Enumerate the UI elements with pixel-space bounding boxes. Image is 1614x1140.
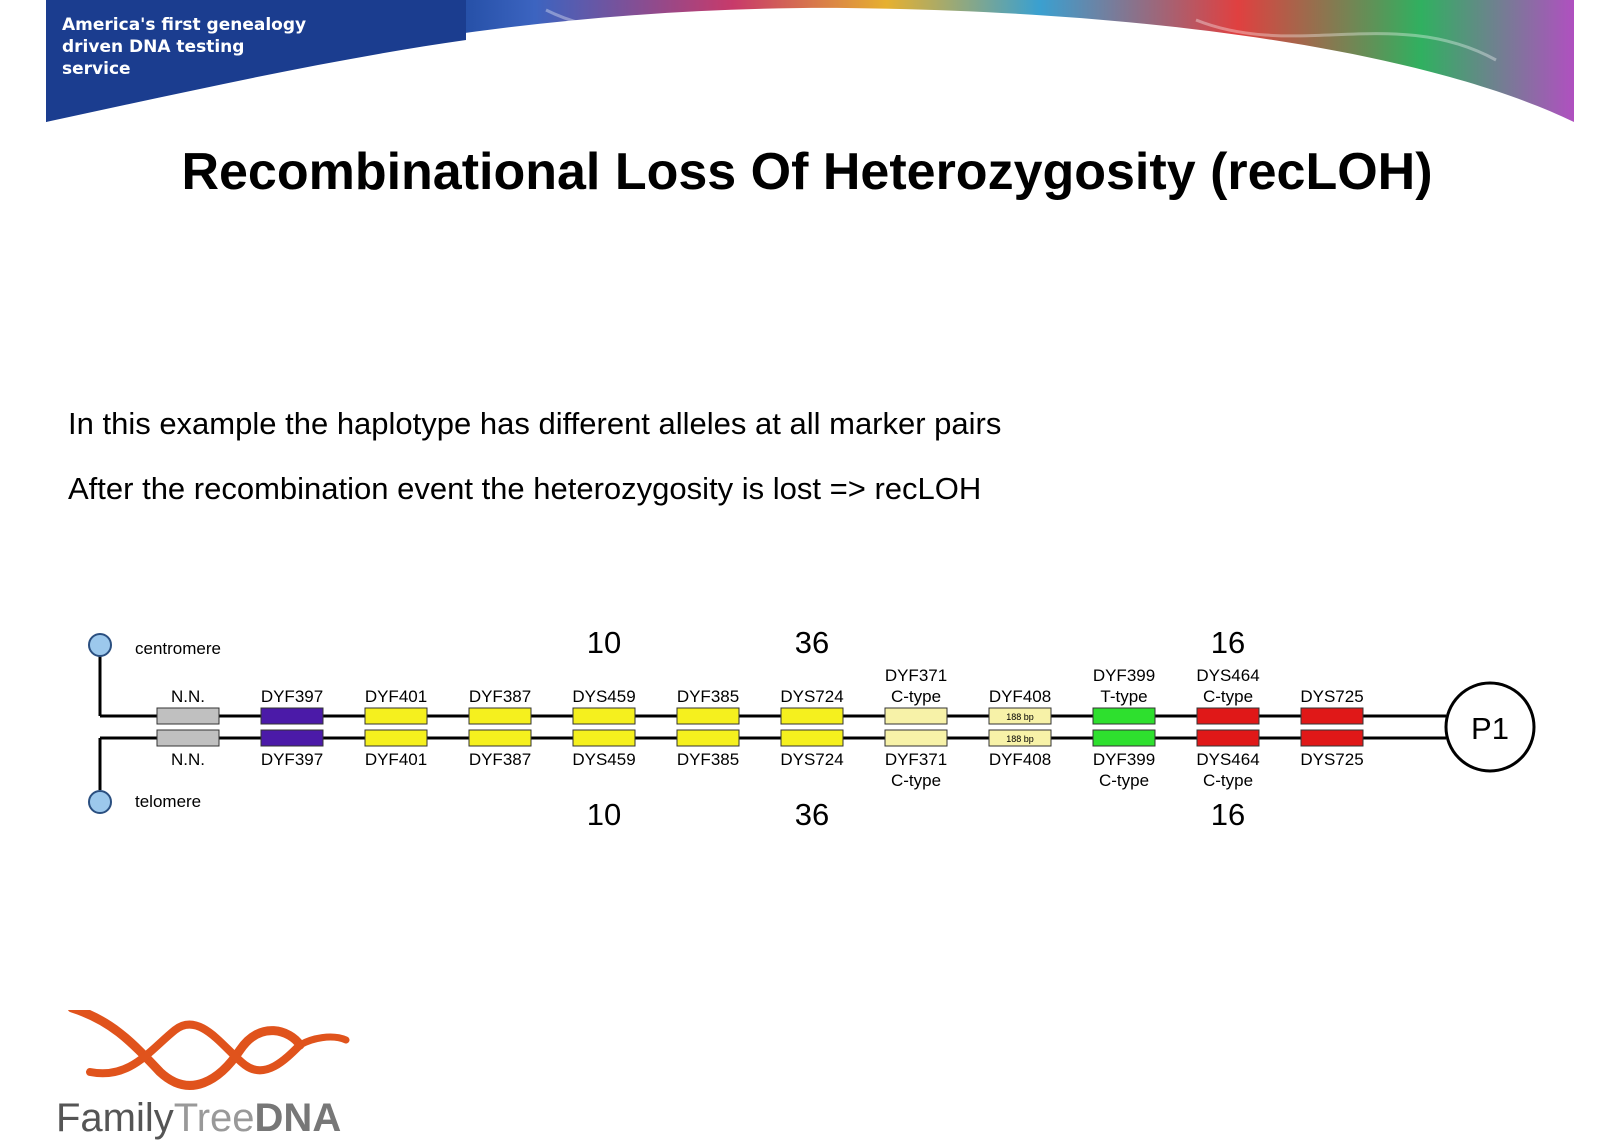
- repeat-value-top: 36: [795, 625, 829, 660]
- marker-label-bottom: DYF397: [261, 750, 323, 769]
- tagline-line: America's first genealogy: [62, 15, 307, 35]
- marker-box-bottom: [676, 729, 740, 747]
- marker-label-bottom: DYF387: [469, 750, 531, 769]
- body-text-line: In this example the haplotype has differ…: [68, 406, 1002, 441]
- marker-box-bottom: [260, 729, 324, 747]
- marker-label-top: T-type: [1100, 687, 1147, 706]
- marker-box-bottom: [572, 729, 636, 747]
- marker-label-top: C-type: [891, 687, 941, 706]
- marker-box-top: [260, 707, 324, 725]
- slide-title: Recombinational Loss Of Heterozygosity (…: [181, 143, 1433, 201]
- marker-box-top: [780, 707, 844, 725]
- marker-label-top: DYF385: [677, 687, 739, 706]
- marker-box-bottom: [1300, 729, 1364, 747]
- marker-label-bottom: DYF401: [365, 750, 427, 769]
- marker-box-top: [884, 707, 948, 725]
- centromere-label: centromere: [135, 639, 221, 658]
- marker-box-top: [1196, 707, 1260, 725]
- marker-label-top: DYS464: [1196, 666, 1259, 685]
- marker-box-bottom: [884, 729, 948, 747]
- marker-label-bottom: DYS459: [572, 750, 635, 769]
- telomere-label: telomere: [135, 792, 201, 811]
- repeat-value-bottom: 36: [795, 797, 829, 832]
- marker-label-top: DYF371: [885, 666, 947, 685]
- marker-box-bottom: [1196, 729, 1260, 747]
- marker-label-top: DYF397: [261, 687, 323, 706]
- logo-family: Family: [56, 1096, 174, 1140]
- repeat-value-bottom: 10: [587, 797, 621, 832]
- marker-label-bottom: DYS464: [1196, 750, 1259, 769]
- marker-label-top: C-type: [1203, 687, 1253, 706]
- marker-box-bottom: [780, 729, 844, 747]
- marker-box-top: [364, 707, 428, 725]
- marker-label-bottom: DYS724: [780, 750, 843, 769]
- marker-box-bottom: [988, 729, 1052, 747]
- marker-label-top: DYF387: [469, 687, 531, 706]
- marker-box-bottom: [156, 729, 220, 747]
- marker-box-bottom: [1092, 729, 1156, 747]
- marker-box-top: [1300, 707, 1364, 725]
- marker-label-bottom: C-type: [891, 771, 941, 790]
- familytreedna-logo: [67, 1010, 350, 1090]
- marker-label-bottom: DYF371: [885, 750, 947, 769]
- marker-inner-label: 188 bp: [1006, 712, 1034, 722]
- logo-dna: DNA: [254, 1096, 342, 1140]
- marker-label-top: DYS724: [780, 687, 843, 706]
- marker-box-top: [468, 707, 532, 725]
- marker-label-bottom: DYF408: [989, 750, 1051, 769]
- marker-label-top: N.N.: [171, 687, 205, 706]
- marker-label-top: DYF408: [989, 687, 1051, 706]
- marker-inner-label: 188 bp: [1006, 734, 1034, 744]
- palindrome-circle: [1444, 681, 1536, 773]
- marker-label-bottom: DYS725: [1300, 750, 1363, 769]
- marker-label-bottom: N.N.: [171, 750, 205, 769]
- marker-label-bottom: C-type: [1203, 771, 1253, 790]
- marker-box-top: [572, 707, 636, 725]
- marker-label-top: DYS459: [572, 687, 635, 706]
- logo-tree: Tree: [173, 1096, 255, 1140]
- repeat-value-top: 10: [587, 625, 621, 660]
- telomere-icon: [88, 790, 112, 814]
- banner-tagline: America's first genealogy driven DNA tes…: [62, 14, 352, 80]
- tagline-line: service: [62, 59, 131, 79]
- marker-label-top: DYS725: [1300, 687, 1363, 706]
- marker-box-top: [988, 707, 1052, 725]
- palindrome-label: P1: [1471, 711, 1509, 746]
- marker-box-bottom: [364, 729, 428, 747]
- marker-label-bottom: DYF399: [1093, 750, 1155, 769]
- marker-label-bottom: C-type: [1099, 771, 1149, 790]
- repeat-value-top: 16: [1211, 625, 1245, 660]
- marker-box-top: [676, 707, 740, 725]
- repeat-value-bottom: 16: [1211, 797, 1245, 832]
- marker-label-bottom: DYF385: [677, 750, 739, 769]
- marker-box-top: [156, 707, 220, 725]
- marker-label-top: DYF401: [365, 687, 427, 706]
- tagline-line: driven DNA testing: [62, 37, 245, 57]
- marker-box-top: [1092, 707, 1156, 725]
- body-text-line: After the recombination event the hetero…: [68, 471, 982, 506]
- logo-wordmark: FamilyTreeDNA: [56, 1098, 341, 1138]
- marker-box-bottom: [468, 729, 532, 747]
- recloh-diagram: P1 centromere telomere N.N. N.N. DYF397 DYF…: [88, 625, 1536, 832]
- marker-label-top: DYF399: [1093, 666, 1155, 685]
- header-banner: [46, 0, 1574, 122]
- centromere-icon: [88, 633, 112, 657]
